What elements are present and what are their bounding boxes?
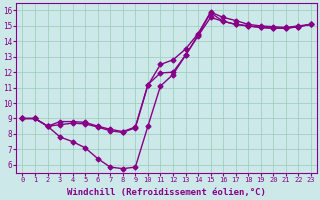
- X-axis label: Windchill (Refroidissement éolien,°C): Windchill (Refroidissement éolien,°C): [67, 188, 266, 197]
